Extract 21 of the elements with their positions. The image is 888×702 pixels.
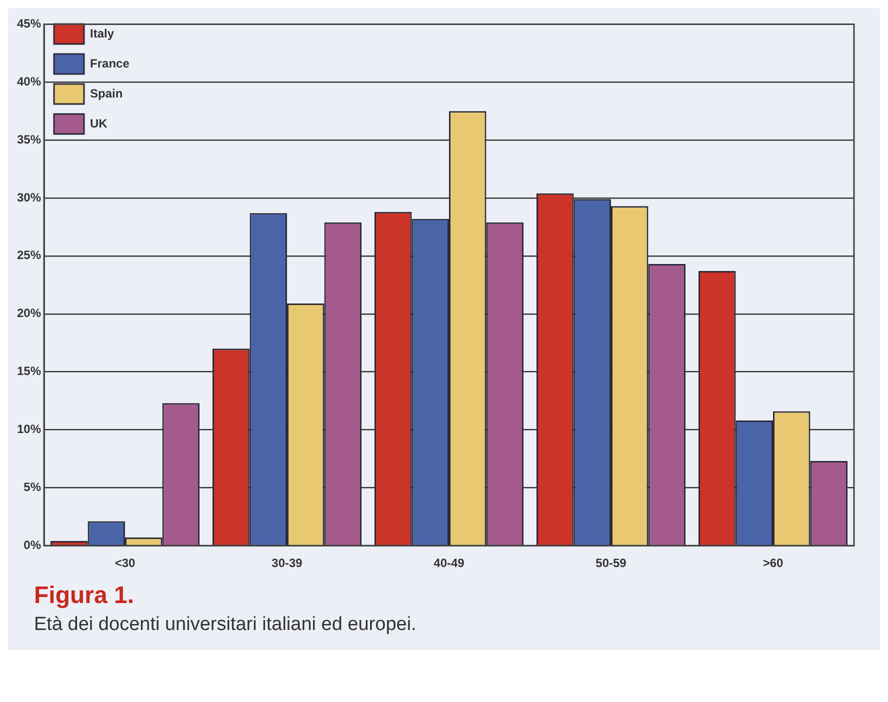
y-tick-label: 30% bbox=[16, 190, 42, 204]
y-tick-label: 35% bbox=[16, 132, 42, 146]
x-tick-label: >60 bbox=[762, 556, 784, 570]
text: Età dei docenti universitari italiani ed europei. bbox=[34, 614, 418, 636]
x-tick-label: 40-49 bbox=[434, 556, 465, 570]
legend-label: Italy bbox=[90, 26, 114, 40]
y-tick-label: 20% bbox=[16, 306, 42, 320]
y-tick-label: 10% bbox=[16, 422, 42, 436]
legend-label: France bbox=[90, 56, 130, 70]
y-tick-label: 45% bbox=[16, 16, 42, 31]
legend-label: UK bbox=[90, 116, 108, 130]
y-tick-label: 40% bbox=[16, 74, 42, 88]
x-tick-label: 50-59 bbox=[596, 556, 627, 570]
x-tick-label: <30 bbox=[114, 556, 136, 570]
x-tick-label: 30-39 bbox=[272, 556, 303, 570]
y-tick-label: 0% bbox=[24, 538, 42, 552]
text: Figura 1. bbox=[34, 582, 136, 610]
y-tick-label: 5% bbox=[24, 480, 42, 494]
y-tick-label: 25% bbox=[16, 248, 42, 262]
y-tick-label: 15% bbox=[16, 364, 42, 378]
legend-label: Spain bbox=[90, 86, 123, 100]
